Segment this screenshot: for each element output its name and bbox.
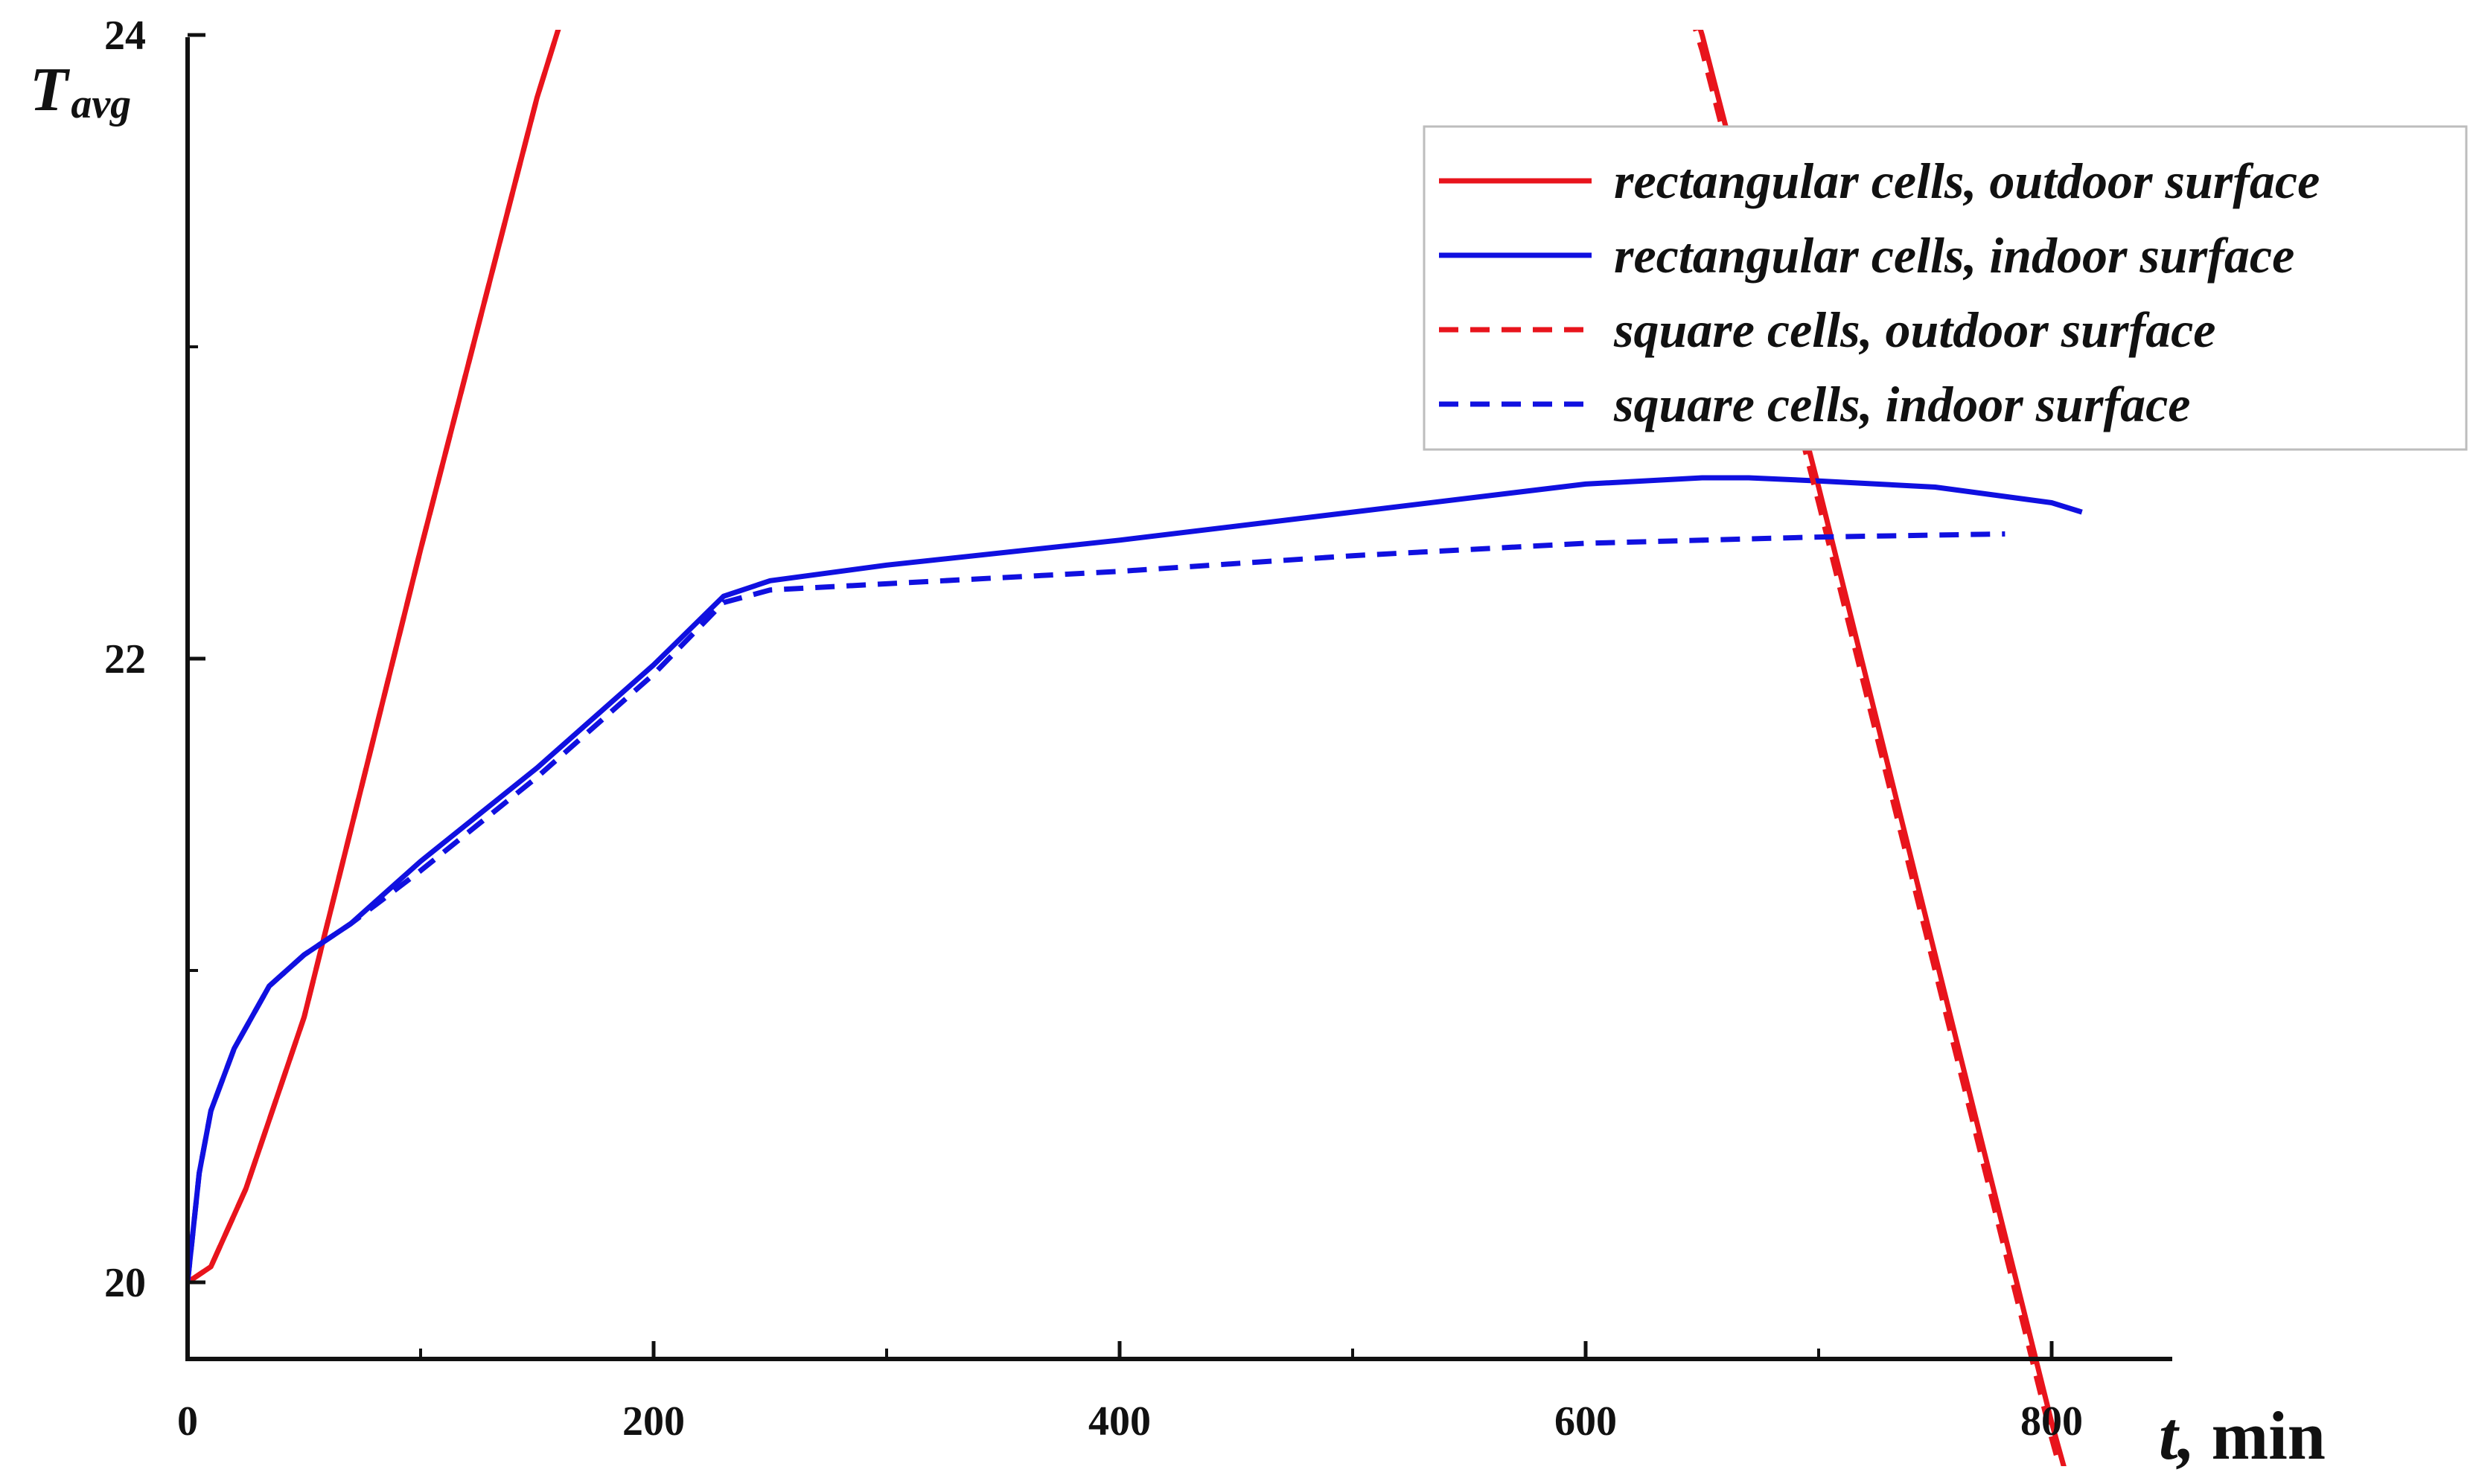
series-line-2 <box>188 475 2083 1283</box>
y-axis-label-main: T <box>30 55 71 124</box>
legend-label-3: square cells, outdoor surface <box>1613 301 2215 358</box>
x-tick-label: 0 <box>177 1398 198 1445</box>
series-line-4 <box>188 531 2005 1283</box>
y-tick-label: 20 <box>104 1260 146 1306</box>
x-tick-label: 400 <box>1088 1398 1151 1445</box>
legend: rectangular cells, outdoor surface rectan… <box>1423 125 2468 451</box>
y-axis-label: Tavg <box>30 55 131 127</box>
x-axis-label: t, min <box>2159 1398 2326 1474</box>
x-axis-label-unit: min <box>2212 1398 2326 1474</box>
legend-label-2: rectangular cells, indoor surface <box>1614 227 2294 284</box>
legend-entries: rectangular cells, outdoor surface rectan… <box>1439 153 2320 432</box>
x-tick-label: 800 <box>2020 1398 2083 1445</box>
ticks-layer: 020040060080020222426 <box>104 13 2083 1445</box>
legend-label-1: rectangular cells, outdoor surface <box>1614 153 2320 209</box>
x-tick-label: 600 <box>1554 1398 1617 1445</box>
y-tick-label: 24 <box>104 13 146 59</box>
legend-label-4: square cells, indoor surface <box>1613 376 2190 432</box>
y-tick-label: 22 <box>104 636 146 682</box>
x-axis-label-variable: t, <box>2159 1398 2195 1474</box>
x-tick-label: 200 <box>622 1398 685 1445</box>
legend-box <box>1423 125 2468 451</box>
y-axis-label-subscript: avg <box>71 81 131 127</box>
